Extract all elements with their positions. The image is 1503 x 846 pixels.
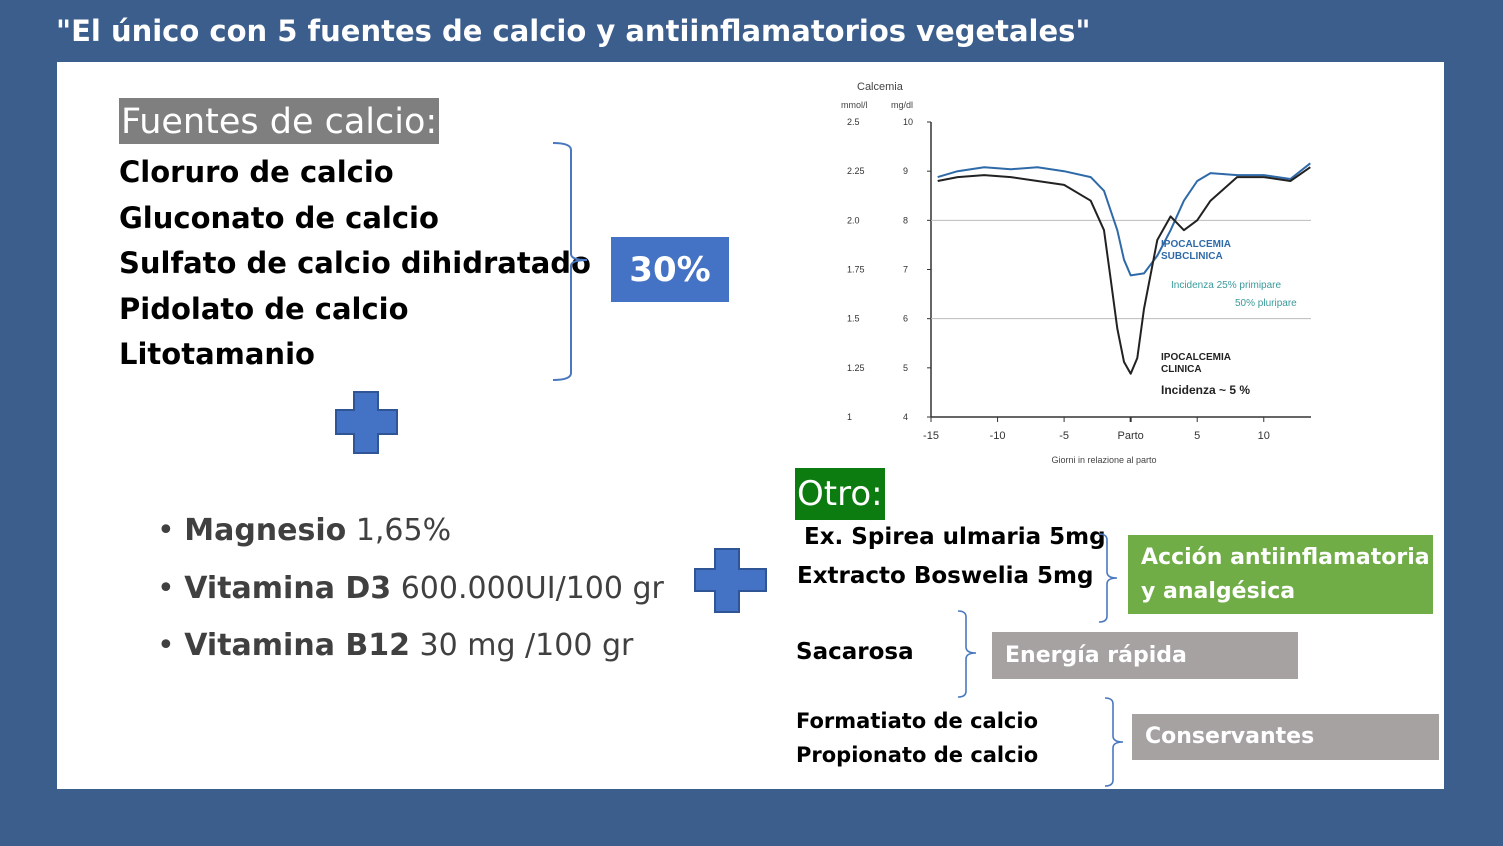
y-tick-label: 9 [903,166,908,176]
list-item: Ex. Spirea ulmaria 5mg [804,524,1106,550]
y-tick-label: 7 [903,265,908,275]
list-item: Litotamanio [119,337,315,371]
annotation: CLINICA [1161,364,1202,375]
y-tick-label: 1.25 [847,363,865,373]
content-panel: Fuentes de calcio: Cloruro de calcio Glu… [57,62,1444,789]
annotation: IPOCALCEMIA [1161,239,1231,250]
y-tick-label: 4 [903,412,908,422]
brace-icon [552,142,588,381]
y-tick-label: 2.5 [847,117,860,127]
series-line [937,166,1311,375]
tag-energia: Energía rápida [992,632,1298,679]
x-axis-label: Giorni in relazione al parto [1051,455,1156,465]
x-tick-label: -5 [1059,430,1069,442]
annotation: IPOCALCEMIA [1161,352,1231,363]
calcium-sources-list: Cloruro de calcio Gluconato de calcio Su… [119,150,591,378]
otro-header: Otro: [795,468,885,520]
x-tick-label: 10 [1258,430,1270,442]
list-item: Sulfato de calcio dihidratado [119,246,591,280]
x-tick-label: -15 [923,430,939,442]
y-tick-label: 1 [847,412,852,422]
list-item: Propionato de calcio [796,743,1039,767]
brace-icon [957,610,977,698]
series-line [937,162,1311,277]
tag-antiinflamatoria: Acción antiinflamatoria y analgésica [1128,535,1433,614]
y-tick-label: 2.0 [847,215,860,225]
list-item: Sacarosa [796,639,914,665]
slide-title: "El único con 5 fuentes de calcio y anti… [56,14,1091,48]
chart-title: Calcemia [857,81,904,93]
list-item: Extracto Boswelia 5mg [797,563,1094,589]
calcemia-chart: Calcemia mmol/l mg/dl 2.5 10 2.25 9 2.0 8 1.75 7 1.… [841,81,1311,465]
x-tick-label: Parto [1118,430,1144,442]
annotation: Incidenza 25% primipare [1171,280,1281,291]
x-tick-label: 5 [1194,430,1200,442]
list-item: Pidolato de calcio [119,291,409,326]
y-tick-label: 8 [903,215,908,225]
plus-icon [694,548,767,613]
annotation: SUBCLINICA [1161,251,1223,262]
y-tick-label: 1.75 [847,265,865,275]
tag-conservantes: Conservantes [1132,714,1439,760]
nutrient-bullets: • Magnesio 1,65% • Vitamina D3 600.000UI… [157,502,664,675]
list-item: • Vitamina B12 30 mg /100 gr [157,628,634,663]
percent-badge: 30% [611,237,729,302]
annotation: Incidenza ~ 5 % [1161,383,1250,397]
list-item: Gluconato de calcio [119,200,439,235]
x-tick-label: -10 [990,430,1006,442]
list-item: Formatiato de calcio [796,709,1038,733]
y-unit-label: mg/dl [891,100,913,110]
annotation: 50% pluripare [1235,298,1297,309]
plus-icon [335,391,398,454]
brace-icon [1104,697,1124,787]
list-item: • Magnesio 1,65% [157,513,452,548]
y-unit-label: mmol/l [841,100,868,110]
y-tick-label: 1.5 [847,314,860,324]
list-item: Cloruro de calcio [119,155,394,189]
y-tick-label: 2.25 [847,166,865,176]
y-tick-label: 5 [903,363,908,373]
fuentes-header: Fuentes de calcio: [119,98,440,144]
brace-icon [1098,533,1118,623]
y-tick-label: 10 [903,117,913,127]
y-tick-label: 6 [903,314,908,324]
list-item: • Vitamina D3 600.000UI/100 gr [157,570,664,606]
